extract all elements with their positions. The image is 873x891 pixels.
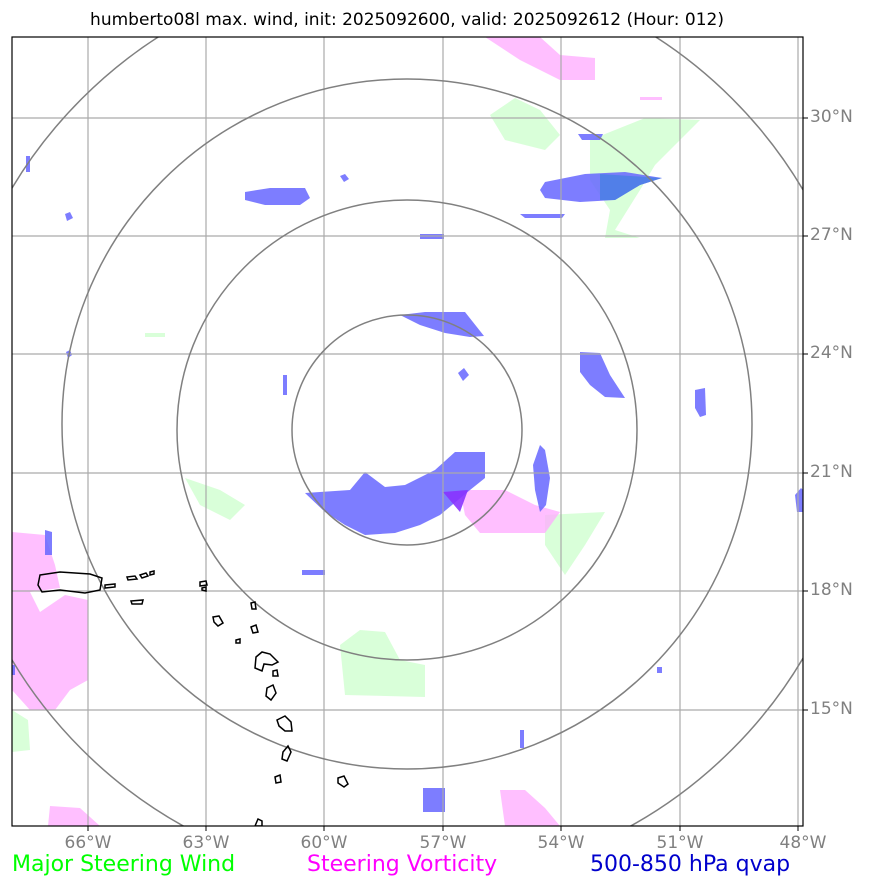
island-coastline xyxy=(149,570,155,576)
range-ring xyxy=(61,78,753,770)
wind-region xyxy=(340,630,425,697)
island-coastline xyxy=(254,817,263,826)
puerto-rico-coastline xyxy=(37,571,103,594)
qvap-region xyxy=(423,788,445,812)
island-coastline xyxy=(199,580,208,587)
vorticity-region xyxy=(500,790,560,826)
qvap-region xyxy=(458,368,469,381)
qvap-region xyxy=(695,388,706,417)
island-coastline xyxy=(104,583,116,589)
qvap-region xyxy=(520,730,524,748)
island-coastline xyxy=(276,715,293,732)
wind-region xyxy=(490,98,560,150)
lat-label-27n: 27°N xyxy=(810,225,853,245)
vorticity-region xyxy=(640,97,662,100)
island-coastline xyxy=(265,683,277,702)
qvap-region xyxy=(302,570,325,575)
island-coastline xyxy=(138,572,150,579)
wind-region xyxy=(12,710,30,752)
qvap-region xyxy=(45,530,52,555)
lon-label-60w: 60°W xyxy=(300,833,348,853)
lat-label-15n: 15°N xyxy=(810,699,853,719)
qvap-region xyxy=(580,352,625,398)
lat-lon-grid xyxy=(12,37,803,826)
qvap-region xyxy=(520,214,565,218)
qvap-region xyxy=(245,188,310,205)
coastlines xyxy=(37,570,349,826)
island-coastline xyxy=(337,775,349,788)
qvap-region xyxy=(400,312,484,337)
plot-frame xyxy=(11,36,804,827)
qvap-region xyxy=(12,665,15,675)
axis-ticks xyxy=(87,117,808,831)
island-coastline xyxy=(250,601,257,610)
island-coastline xyxy=(201,586,207,592)
island-coastline xyxy=(125,575,139,581)
vorticity-region xyxy=(460,490,560,533)
legend-qvap: 500-850 hPa qvap xyxy=(590,852,791,877)
island-coastline xyxy=(212,615,225,627)
wind-region xyxy=(185,478,245,520)
island-coastline xyxy=(250,623,259,634)
range-ring xyxy=(291,314,523,546)
legend-steering-wind: Major Steering Wind xyxy=(12,852,236,877)
qvap-vorticity-overlap xyxy=(443,490,468,512)
legend-steering-vorticity: Steering Vorticity xyxy=(307,852,498,877)
lon-label-57w: 57°W xyxy=(419,833,467,853)
lon-label-66w: 66°W xyxy=(64,833,112,853)
vorticity-region xyxy=(12,532,88,710)
island-coastline xyxy=(235,638,241,644)
wind-region xyxy=(545,512,605,575)
lat-label-21n: 21°N xyxy=(810,462,853,482)
range-ring xyxy=(176,199,638,661)
qvap-region xyxy=(65,212,73,221)
lon-label-63w: 63°W xyxy=(182,833,230,853)
vorticity-region xyxy=(485,37,595,80)
island-coastline xyxy=(281,744,292,762)
map-title: humberto08l max. wind, init: 2025092600,… xyxy=(90,10,724,30)
island-coastline xyxy=(274,773,282,784)
lon-label-54w: 54°W xyxy=(537,833,585,853)
qvap-region xyxy=(533,445,550,512)
lat-label-18n: 18°N xyxy=(810,580,853,600)
lat-label-24n: 24°N xyxy=(810,343,853,363)
wind-region xyxy=(145,333,165,337)
vorticity-region xyxy=(48,806,100,826)
qvap-region xyxy=(283,375,287,395)
lat-label-30n: 30°N xyxy=(810,107,853,127)
qvap-wind-overlap xyxy=(600,174,662,200)
qvap-region xyxy=(657,667,662,673)
qvap-region xyxy=(340,174,349,182)
lon-label-51w: 51°W xyxy=(656,833,704,853)
qvap-region xyxy=(795,488,803,512)
island-coastline xyxy=(272,669,279,677)
island-coastline xyxy=(254,651,280,673)
lon-label-48w: 48°W xyxy=(779,833,827,853)
island-coastline xyxy=(129,599,144,605)
steering-vorticity-layer xyxy=(12,37,662,826)
